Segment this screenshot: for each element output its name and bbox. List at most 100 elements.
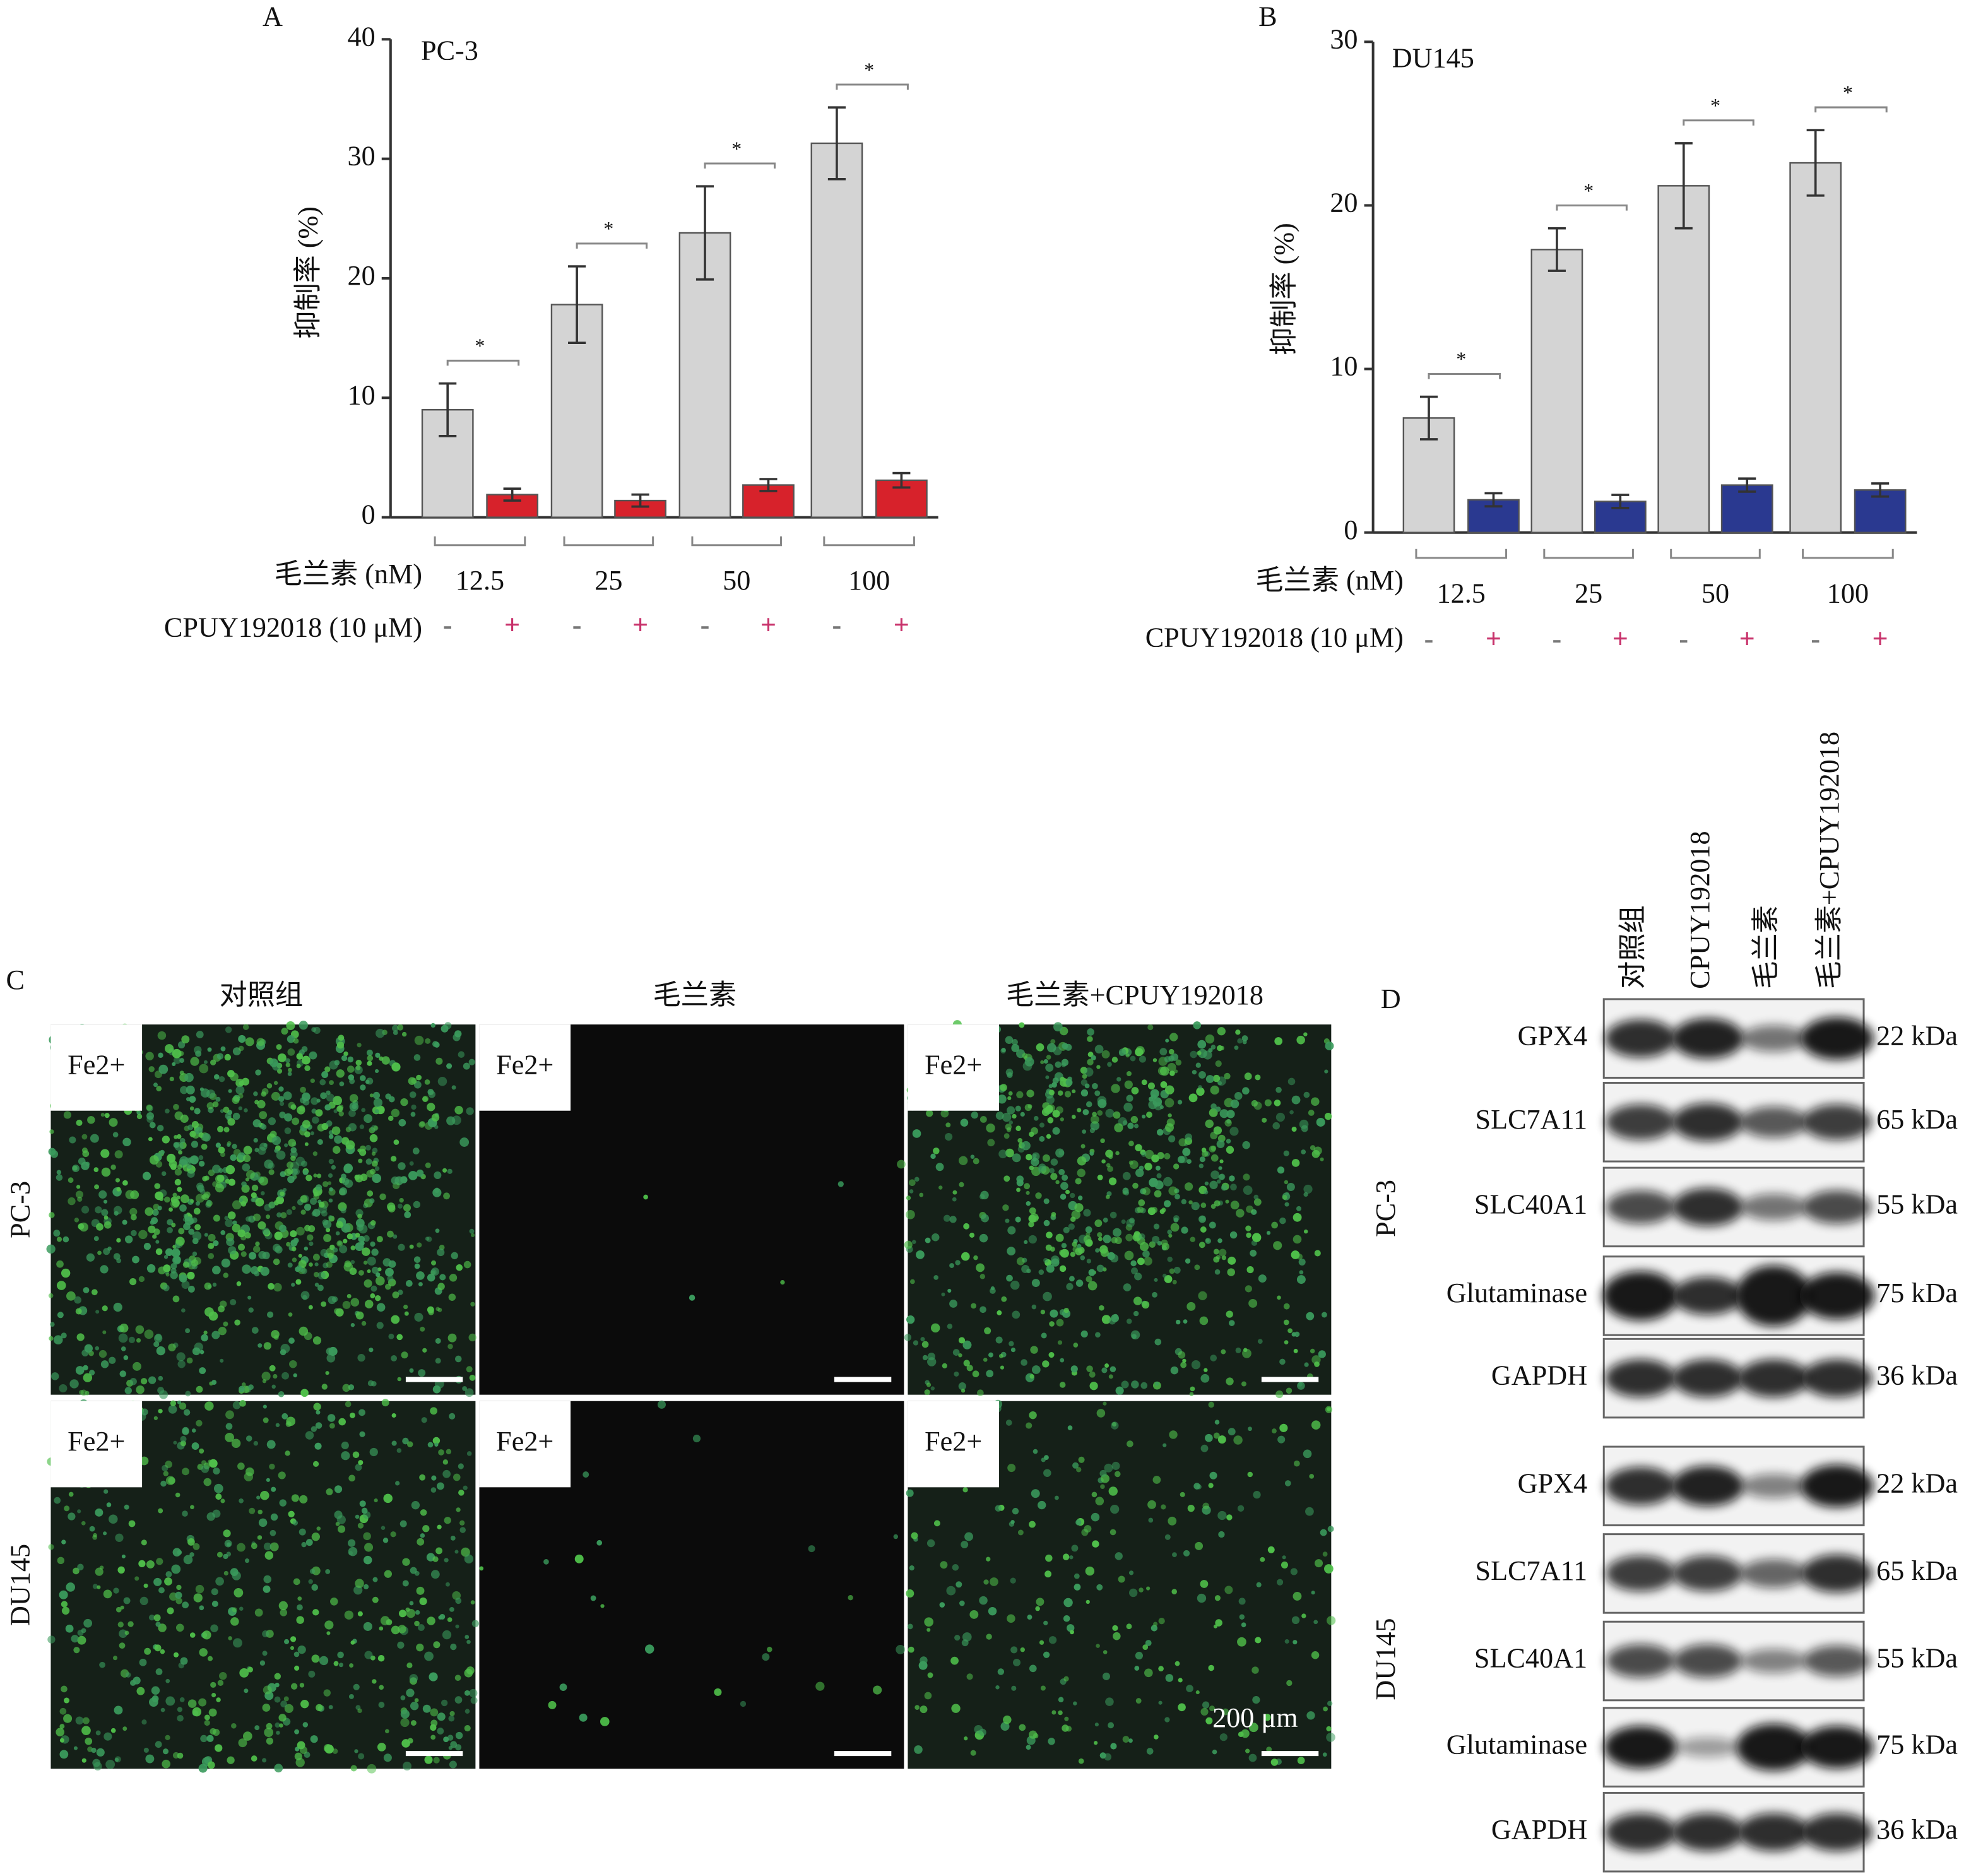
cell-dot [1094,1090,1101,1096]
cell-dot [359,1431,365,1437]
cell-dot [393,1234,398,1239]
cell-dot [958,1382,966,1391]
cell-dot [1012,1113,1017,1119]
cell-dot [143,1243,151,1250]
lane-label: 毛兰素+CPUY192018 [1814,732,1845,989]
cell-dot [73,1647,80,1654]
cell-dot [434,1171,442,1179]
fluorescence-image: Fe2+ [906,1399,1336,1769]
cell-dot [983,1357,988,1362]
cell-dot [935,1163,944,1171]
cell-dot [1113,1314,1118,1319]
cell-dot [263,1142,268,1148]
cell-dot [1026,1153,1032,1161]
cell-dot [990,1288,996,1294]
cell-dot [1210,1154,1219,1162]
cell-dot [1024,1240,1028,1244]
cell-dot [354,1174,360,1180]
cell-dot [296,1616,304,1624]
cell-dot [1270,1758,1279,1766]
cell-dot [1135,1698,1142,1704]
cell-dot [1019,1724,1026,1731]
cell-dot [195,1194,205,1203]
cell-dot [1221,1349,1226,1355]
fluorescence-image: Fe2+ [47,1399,480,1774]
cell-dot [1327,1700,1333,1706]
cell-dot [1111,1421,1119,1430]
cell-dot [1156,1129,1164,1136]
cell-dot [1248,1723,1258,1733]
cell-dot [176,1195,180,1200]
lane-label: 毛兰素 [1751,905,1782,989]
cell-dot [1311,1149,1320,1158]
cell-dot [456,1507,461,1512]
cell-dot [290,1147,297,1153]
cell-dot [1169,1268,1175,1274]
cell-dot [371,1160,378,1167]
cell-dot [56,1728,64,1736]
cell-dot [171,1248,180,1258]
treatment-sign: - [443,609,453,640]
x-axis-label: 毛兰素 (nM) [275,559,422,590]
cell-dot [914,1705,920,1711]
cell-dot [401,1351,408,1359]
cell-dot [173,1652,179,1658]
cell-dot [1051,1258,1060,1267]
cell-dot [1065,1043,1072,1051]
cell-dot [456,1264,463,1271]
cell-dot [1013,1658,1021,1666]
cell-dot [124,1504,129,1510]
cell-dot [449,1607,454,1612]
cell-dot [228,1636,232,1640]
cell-dot [363,1511,371,1519]
cell-dot [997,1310,1002,1315]
cell-dot [194,1108,201,1115]
cell-dot [384,1570,393,1578]
cell-dot [355,1464,362,1471]
cell-dot [398,1243,405,1251]
cell-dot [92,1584,98,1589]
cell-dot [1080,1144,1086,1149]
cell-dot [1182,1148,1191,1156]
cell-dot [277,1053,287,1062]
cell-dot [387,1275,394,1282]
cell-dot [1082,1074,1087,1079]
cell-dot [199,1064,209,1074]
cell-dot [218,1076,225,1082]
cell-dot [160,1649,165,1654]
cell-dot [1135,1048,1144,1057]
treatment-sign: + [632,609,648,640]
blot-strip [1602,1337,1873,1419]
cell-dot [1035,1606,1040,1611]
cell-dot [1198,1085,1202,1089]
cell-dot [379,1056,384,1061]
inset-label: Fe2+ [496,1426,553,1457]
cell-dot [130,1190,139,1199]
cell-dot [1068,1223,1075,1230]
cell-dot [158,1064,169,1074]
cell-dot [1020,1647,1026,1652]
cell-dot [1104,1363,1109,1368]
cell-dot [219,1671,227,1680]
cell-dot [443,1192,450,1200]
cell-dot [155,1248,163,1255]
cell-dot [1309,1474,1315,1479]
cell-dot [1161,1239,1168,1247]
cell-dot [1059,1265,1067,1272]
cell-dot [281,1413,288,1420]
cell-dot [1101,1367,1108,1373]
cell-dot [152,1234,157,1239]
cell-dot [1112,1625,1118,1632]
cell-dot [357,1611,363,1616]
cell-dot [906,1489,914,1497]
cell-dot [299,1683,305,1688]
error-bar [503,487,521,502]
cell-dot [362,1247,370,1256]
cell-dot [396,1334,403,1341]
cell-dot [1156,1173,1162,1178]
cell-dot [464,1690,470,1696]
cell-dot [91,1289,98,1296]
cell-dot [1086,1259,1092,1264]
cell-dot [360,1084,366,1091]
cell-dot [1274,1037,1283,1045]
